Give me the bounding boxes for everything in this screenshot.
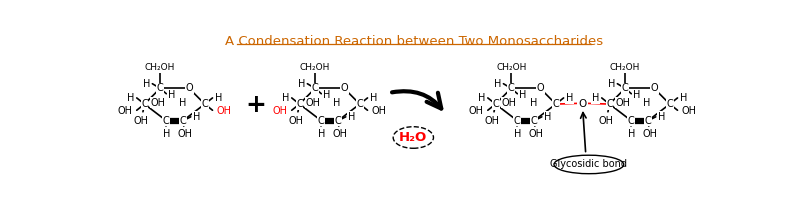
Text: C: C: [628, 116, 634, 126]
Text: A Condensation Reaction between Two Monosaccharides: A Condensation Reaction between Two Mono…: [225, 35, 603, 48]
Text: OH: OH: [681, 106, 696, 116]
Text: C: C: [645, 116, 651, 126]
Text: OH: OH: [118, 106, 133, 116]
Text: OH: OH: [372, 106, 386, 116]
Text: OH: OH: [642, 129, 657, 139]
Text: C: C: [312, 83, 318, 93]
Text: C: C: [667, 99, 673, 109]
Text: H: H: [348, 112, 356, 122]
Text: H: H: [514, 129, 521, 139]
Text: H: H: [633, 89, 640, 99]
Text: H: H: [680, 93, 688, 103]
Text: OH: OH: [305, 98, 320, 108]
Text: H: H: [168, 89, 175, 99]
Text: C: C: [507, 83, 515, 93]
Text: H: H: [162, 129, 170, 139]
Text: OH: OH: [217, 106, 231, 116]
Text: H: H: [143, 79, 150, 89]
Text: CH₂OH: CH₂OH: [496, 63, 526, 72]
Text: OH: OH: [273, 106, 288, 116]
Text: H: H: [544, 112, 552, 122]
Text: H: H: [566, 93, 574, 103]
Text: H: H: [494, 79, 501, 89]
Text: CH₂OH: CH₂OH: [300, 63, 330, 72]
Text: H: H: [608, 79, 615, 89]
Text: H: H: [478, 93, 486, 103]
Text: H: H: [323, 89, 330, 99]
Text: H: H: [193, 112, 200, 122]
Text: C: C: [606, 99, 612, 109]
Text: C: C: [163, 116, 170, 126]
Text: H: H: [628, 129, 635, 139]
Text: C: C: [296, 99, 303, 109]
Text: H: H: [370, 93, 377, 103]
Text: OH: OH: [598, 116, 613, 126]
Text: C: C: [157, 83, 163, 93]
Text: O: O: [537, 83, 544, 93]
Text: H: H: [282, 93, 289, 103]
Text: OH: OH: [616, 98, 630, 108]
Text: O: O: [579, 99, 587, 109]
Text: C: C: [201, 99, 208, 109]
Text: OH: OH: [502, 98, 516, 108]
Text: +: +: [246, 93, 267, 117]
Text: OH: OH: [150, 98, 166, 108]
Text: H: H: [179, 98, 186, 108]
Text: H: H: [334, 98, 341, 108]
Text: H: H: [643, 98, 651, 108]
Text: H: H: [529, 98, 537, 108]
Text: CH₂OH: CH₂OH: [145, 63, 175, 72]
Text: OH: OH: [528, 129, 543, 139]
Text: H₂O: H₂O: [399, 131, 427, 144]
Text: C: C: [492, 99, 499, 109]
Text: OH: OH: [484, 116, 499, 126]
Text: C: C: [141, 99, 148, 109]
Text: O: O: [650, 83, 658, 93]
Text: OH: OH: [177, 129, 192, 139]
Text: C: C: [621, 83, 629, 93]
Text: O: O: [340, 83, 348, 93]
Text: H: H: [658, 112, 666, 122]
Text: OH: OH: [288, 116, 303, 126]
Text: OH: OH: [332, 129, 347, 139]
Text: O: O: [185, 83, 193, 93]
Text: OH: OH: [469, 106, 484, 116]
Text: C: C: [335, 116, 341, 126]
Text: C: C: [318, 116, 325, 126]
Text: C: C: [179, 116, 187, 126]
Text: H: H: [519, 89, 526, 99]
Text: H: H: [318, 129, 325, 139]
Text: C: C: [514, 116, 520, 126]
Text: CH₂OH: CH₂OH: [610, 63, 640, 72]
Text: H: H: [127, 93, 134, 103]
Text: Glycosidic bond: Glycosidic bond: [550, 159, 627, 169]
Text: H: H: [215, 93, 222, 103]
Text: H: H: [297, 79, 305, 89]
Text: OH: OH: [133, 116, 148, 126]
Text: C: C: [553, 99, 559, 109]
Text: C: C: [531, 116, 537, 126]
Text: H: H: [592, 93, 600, 103]
Text: C: C: [356, 99, 363, 109]
